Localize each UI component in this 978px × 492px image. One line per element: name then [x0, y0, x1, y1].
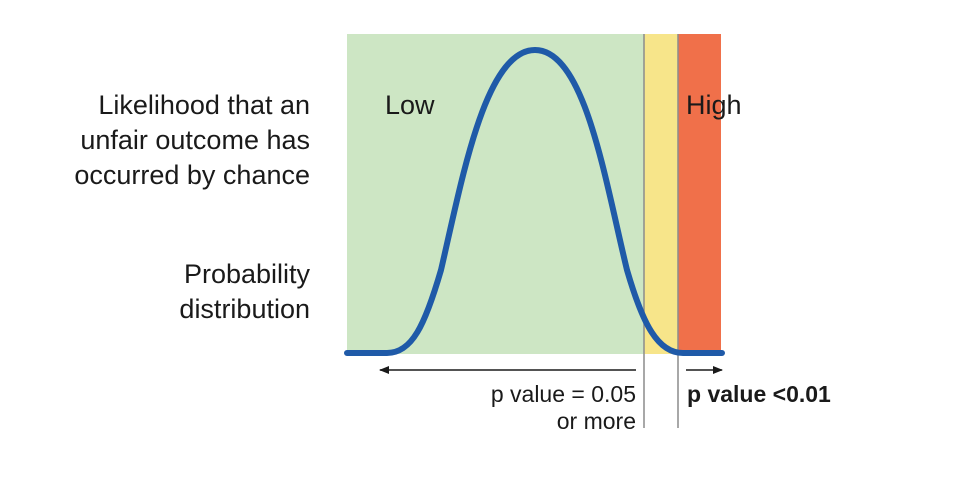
high-label: High [686, 90, 742, 120]
likelihood-line-2: unfair outcome has [80, 125, 310, 156]
likelihood-label: Likelihood that an unfair outcome has oc… [74, 88, 310, 193]
probability-curve [344, 47, 725, 356]
p-value-005-line-2: or more [557, 408, 636, 434]
high-zone [678, 34, 721, 354]
likelihood-line-3: occurred by chance [74, 160, 310, 191]
p-value-001-label: p value <0.01 [687, 381, 831, 407]
probability-line-2: distribution [179, 294, 310, 325]
probability-line-1: Probability [183, 259, 310, 289]
low-label: Low [385, 90, 435, 120]
p-value-005-line-1: p value = 0.05 [491, 381, 636, 407]
probability-distribution-label: Probability distribution [179, 257, 310, 327]
likelihood-line-1: Likelihood that an [98, 90, 310, 120]
mid-zone [644, 34, 678, 354]
